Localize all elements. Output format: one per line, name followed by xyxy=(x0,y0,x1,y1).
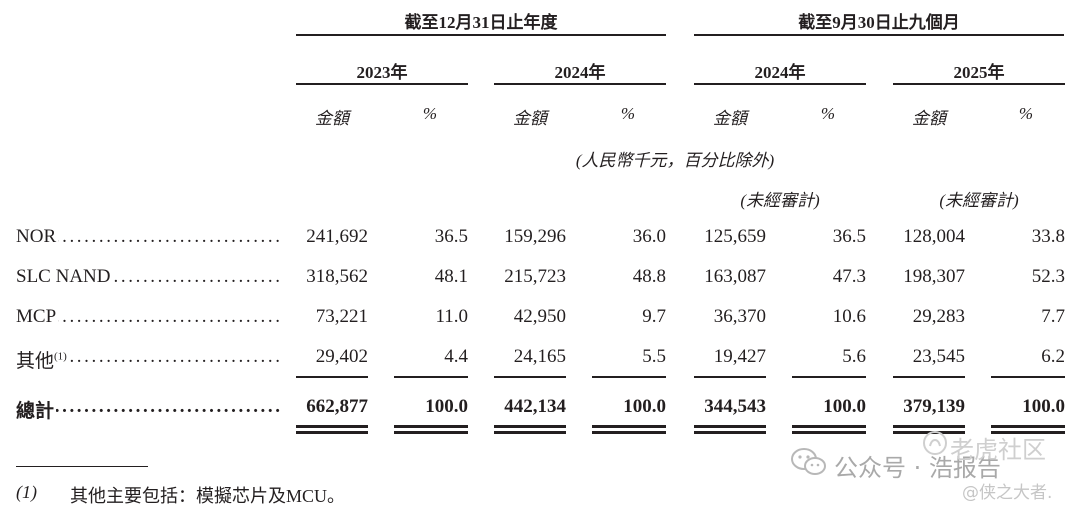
amount-header-1: 金額 xyxy=(315,109,349,128)
leader-dots: ........................................… xyxy=(18,226,280,247)
table-cell: 48.8 xyxy=(632,266,666,287)
tiger-community-icon xyxy=(923,431,947,455)
pct-header-2: % xyxy=(620,104,636,123)
total-label: 總計 xyxy=(16,401,57,422)
subtotal-rule xyxy=(394,376,468,378)
table-cell: 33.8 xyxy=(1031,226,1065,247)
row-label: SLC NAND xyxy=(16,266,113,287)
table-cell: 215,723 xyxy=(504,266,566,287)
table-cell: 318,562 xyxy=(306,266,368,287)
unit-note: (人民幣千元，百分比除外) xyxy=(575,151,775,170)
table-cell: 11.0 xyxy=(435,306,468,327)
table-cell: 29,402 xyxy=(315,346,368,367)
subtotal-rule xyxy=(592,376,666,378)
footnote-divider xyxy=(16,466,148,468)
leader-dots: ........................................… xyxy=(18,306,280,327)
amount-header-3: 金額 xyxy=(713,109,747,128)
year-header-2: 2024年 xyxy=(554,63,606,82)
table-cell: 128,004 xyxy=(903,226,965,247)
subtotal-rule xyxy=(991,376,1065,378)
table-cell: 5.6 xyxy=(842,346,866,367)
subtotal-rule xyxy=(494,376,566,378)
table-cell: 163,087 xyxy=(704,266,766,287)
total-cell: 100.0 xyxy=(823,396,866,417)
leader-dots: ........................................… xyxy=(18,396,280,417)
group-rule-annual xyxy=(296,34,666,36)
group-rule-nine-months xyxy=(694,34,1064,36)
table-cell: 36.5 xyxy=(832,226,866,247)
total-cell: 100.0 xyxy=(1022,396,1065,417)
table-cell: 159,296 xyxy=(504,226,566,247)
row-label: NOR xyxy=(16,226,59,247)
total-cell: 100.0 xyxy=(425,396,468,417)
footnote-ref: (1) xyxy=(54,350,67,363)
total-cell: 662,877 xyxy=(306,396,368,417)
table-cell: 48.1 xyxy=(434,266,468,287)
table-cell: 5.5 xyxy=(642,346,666,367)
pct-header-4: % xyxy=(1018,104,1034,123)
unaudited-note-2: (未經審計) xyxy=(939,191,1019,210)
table-cell: 52.3 xyxy=(1031,266,1065,287)
total-cell: 100.0 xyxy=(623,396,666,417)
pct-header-1: % xyxy=(422,104,438,123)
total-cell: 442,134 xyxy=(504,396,566,417)
table-cell: 23,545 xyxy=(912,346,965,367)
group-header-annual: 截至12月31日止年度 xyxy=(404,13,558,32)
table-cell: 7.7 xyxy=(1041,306,1065,327)
table-cell: 36.0 xyxy=(632,226,666,247)
subtotal-rule xyxy=(893,376,965,378)
year-rule-1 xyxy=(296,83,468,85)
table-cell: 24,165 xyxy=(513,346,566,367)
table-cell: 10.6 xyxy=(832,306,866,327)
total-cell: 344,543 xyxy=(704,396,766,417)
table-cell: 241,692 xyxy=(306,226,368,247)
amount-header-2: 金額 xyxy=(513,109,547,128)
table-cell: 29,283 xyxy=(912,306,965,327)
year-rule-2 xyxy=(494,83,666,85)
year-header-3: 2024年 xyxy=(754,63,806,82)
subtotal-rule xyxy=(694,376,766,378)
table-cell: 36,370 xyxy=(713,306,766,327)
table-cell: 73,221 xyxy=(315,306,368,327)
amount-header-4: 金額 xyxy=(912,109,946,128)
table-cell: 19,427 xyxy=(713,346,766,367)
table-cell: 4.4 xyxy=(444,346,468,367)
table-cell: 36.5 xyxy=(434,226,468,247)
year-header-1: 2023年 xyxy=(356,63,408,82)
year-rule-4 xyxy=(893,83,1065,85)
footnote-marker: (1) xyxy=(16,482,37,502)
wechat-icon xyxy=(791,448,826,475)
table-cell: 42,950 xyxy=(513,306,566,327)
year-rule-3 xyxy=(694,83,866,85)
table-cell: 125,659 xyxy=(704,226,766,247)
watermark-account: 公众号 · 浩报告 xyxy=(834,454,1001,482)
watermark-community: 老虎社区 xyxy=(950,436,1046,464)
subtotal-rule xyxy=(792,376,866,378)
subtotal-rule xyxy=(296,376,368,378)
row-label: MCP xyxy=(16,306,59,327)
table-cell: 47.3 xyxy=(832,266,866,287)
row-label: 其他(1) xyxy=(16,350,69,372)
group-header-nine-months: 截至9月30日止九個月 xyxy=(798,13,960,32)
table-cell: 9.7 xyxy=(642,306,666,327)
watermark-author: @侠之大者. xyxy=(962,483,1053,503)
footnote-text: 其他主要包括：模擬芯片及MCU。 xyxy=(70,486,346,506)
total-cell: 379,139 xyxy=(903,396,965,417)
table-cell: 6.2 xyxy=(1041,346,1065,367)
year-header-4: 2025年 xyxy=(953,63,1005,82)
leader-dots: ........................................… xyxy=(18,346,280,367)
table-cell: 198,307 xyxy=(903,266,965,287)
pct-header-3: % xyxy=(820,104,836,123)
unaudited-note-1: (未經審計) xyxy=(740,191,820,210)
